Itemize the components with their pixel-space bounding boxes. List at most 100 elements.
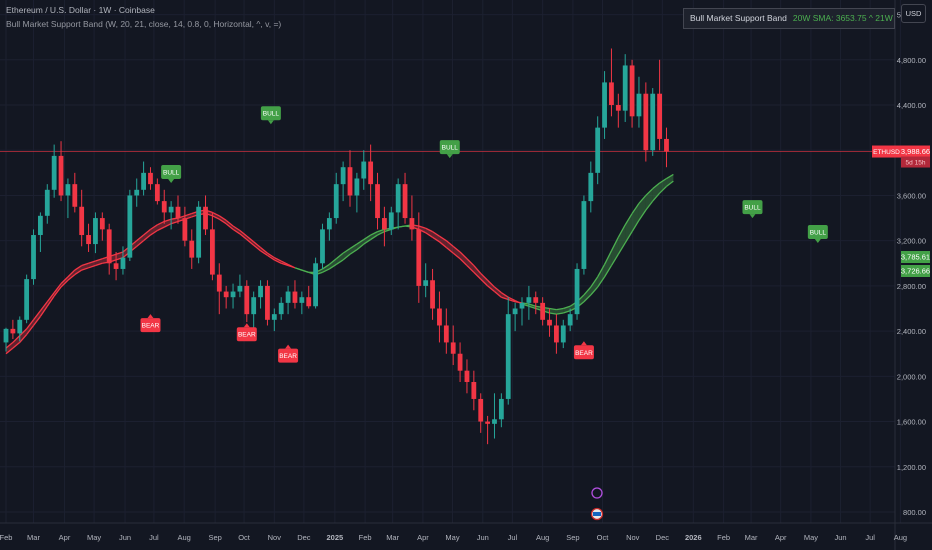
- x-tick-label: Nov: [626, 533, 640, 542]
- x-tick-label: Oct: [238, 533, 251, 542]
- countdown-tag: 5d 15h: [901, 156, 930, 168]
- candle-body: [430, 280, 435, 309]
- sma-line-segment: [67, 269, 76, 278]
- candle-body: [609, 82, 614, 106]
- bear-signal: BEAR: [140, 314, 161, 333]
- sma-line-segment: [81, 262, 89, 267]
- signal-box: [161, 165, 182, 180]
- band-fill: [460, 251, 467, 266]
- band-fill: [432, 231, 440, 242]
- legend-name: Bull Market Support Band: [690, 13, 787, 23]
- candle-body: [409, 218, 415, 230]
- candle-body: [464, 370, 470, 382]
- candle-body: [533, 297, 539, 303]
- candle-body: [65, 184, 71, 196]
- ema-line-segment: [67, 274, 76, 281]
- ema-line-segment: [212, 215, 220, 220]
- ema-price-tag-bg: [901, 251, 930, 263]
- candle-body: [127, 195, 133, 258]
- sma-line-segment: [583, 294, 592, 303]
- sma-line-segment: [645, 200, 654, 211]
- ema-line-segment: [466, 265, 475, 273]
- y-tick-label: 4,400.00: [897, 101, 926, 110]
- ema-line-segment: [425, 232, 433, 238]
- x-tick-label: Mar: [27, 533, 40, 542]
- candle-body: [340, 167, 346, 185]
- sma-line-segment: [26, 319, 35, 330]
- band-fill: [597, 264, 605, 288]
- signal-pointer: [147, 314, 154, 319]
- event-icon[interactable]: [591, 487, 603, 499]
- symbol-tag: ETHUSD: [872, 145, 901, 158]
- signal-box: [439, 140, 460, 155]
- ema-line-segment: [170, 220, 179, 225]
- band-fill: [88, 261, 96, 268]
- band-fill: [19, 328, 27, 343]
- sma-line-segment: [60, 276, 69, 285]
- sma-line-segment: [225, 219, 234, 227]
- ema-line-segment: [225, 223, 234, 230]
- sma-line-segment: [590, 286, 599, 296]
- countdown-tag-text: 5d 15h: [906, 160, 926, 167]
- candle-body: [182, 218, 188, 241]
- ema-line-segment: [597, 264, 606, 278]
- sma-line-segment: [53, 283, 62, 294]
- candle-body: [437, 308, 442, 326]
- candle-body: [492, 419, 497, 424]
- signal-box: [573, 345, 594, 360]
- sma-line-segment: [452, 245, 461, 253]
- sma-line-segment: [95, 258, 103, 262]
- band-fill: [453, 246, 461, 259]
- candle-body: [113, 263, 119, 269]
- x-tick-label: Jul: [865, 533, 875, 542]
- ema-line-segment: [515, 301, 523, 304]
- bear-signal: BEAR: [573, 341, 594, 360]
- candle-body: [581, 201, 587, 269]
- band-fill: [363, 235, 371, 245]
- sma-line-segment: [342, 253, 351, 261]
- y-tick-label: 2,400.00: [897, 327, 926, 336]
- ema-line-segment: [603, 250, 613, 265]
- ema-line-segment: [26, 325, 35, 335]
- candle-body: [31, 235, 36, 280]
- bull-signal: BULL: [161, 165, 182, 184]
- candle-body: [505, 314, 511, 399]
- candle-body: [388, 212, 394, 230]
- ema-line-segment: [473, 271, 482, 280]
- indicator-legend[interactable]: Bull Market Support Band 20W SMA: 3653.75…: [683, 8, 895, 29]
- ema-line-segment: [645, 188, 654, 196]
- candle-body: [189, 240, 195, 258]
- sma-line-segment: [610, 253, 619, 266]
- ema-line-segment: [12, 341, 21, 349]
- candle-body: [216, 274, 222, 292]
- band-fill: [439, 236, 447, 248]
- ema-line-segment: [260, 250, 268, 256]
- y-tick-label: 4,800.00: [897, 56, 926, 65]
- currency-button[interactable]: USD: [901, 4, 926, 23]
- band-fill: [184, 213, 192, 220]
- event-icons[interactable]: [590, 487, 604, 521]
- band-fill: [233, 225, 240, 234]
- band-fill: [666, 174, 674, 187]
- candle-body: [615, 105, 621, 111]
- candle-body: [519, 302, 525, 309]
- ema-line-segment: [95, 262, 103, 267]
- band-fill: [625, 213, 633, 243]
- candle-body: [196, 206, 202, 258]
- ema-line-segment: [143, 234, 151, 242]
- candle-body: [306, 297, 312, 307]
- candle-body: [450, 342, 456, 354]
- indicator-settings[interactable]: Bull Market Support Band (W, 20, 21, clo…: [6, 19, 282, 29]
- ema-line-segment: [377, 228, 385, 233]
- ema-line-segment: [356, 239, 365, 245]
- x-tick-label: Jun: [477, 533, 489, 542]
- time-axis[interactable]: Feb Mar Apr May Jun Jul Aug Sep Oct Nov Dec 2025 Feb…: [0, 533, 907, 542]
- x-tick-label: Mar: [745, 533, 758, 542]
- sma-line-segment: [363, 239, 371, 245]
- sma-line-segment: [432, 231, 440, 237]
- candle-body: [79, 206, 85, 236]
- sma-line-segment: [597, 276, 606, 288]
- sma-line-segment: [184, 212, 192, 217]
- band-fill: [466, 258, 474, 273]
